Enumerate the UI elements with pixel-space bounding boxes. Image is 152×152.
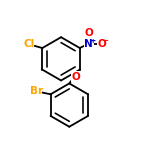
- Text: O: O: [72, 72, 80, 82]
- Text: Cl: Cl: [23, 39, 35, 49]
- Text: O: O: [85, 28, 93, 38]
- Text: +: +: [89, 36, 95, 45]
- Text: O: O: [97, 39, 106, 48]
- Text: −: −: [101, 36, 108, 45]
- Text: Br: Br: [30, 86, 43, 96]
- Text: N: N: [84, 39, 93, 48]
